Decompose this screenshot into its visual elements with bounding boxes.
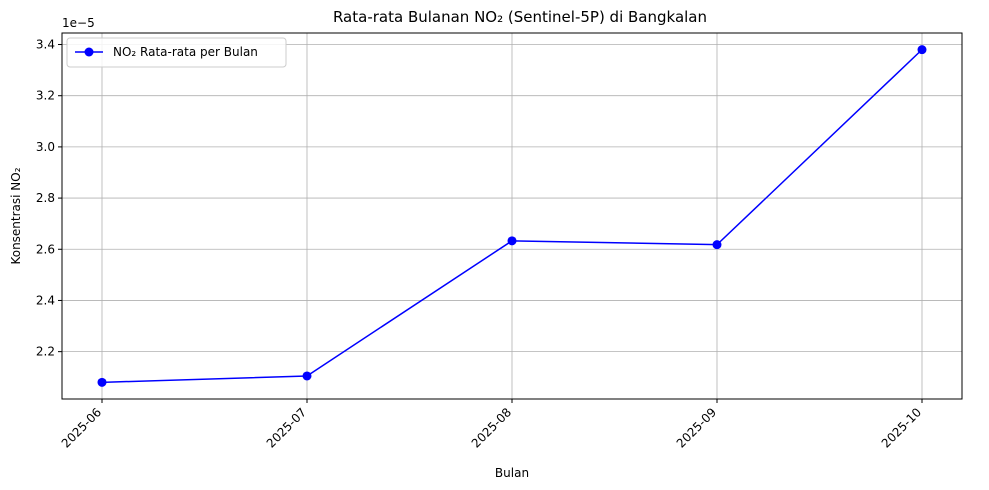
y-tick-label: 2.6 xyxy=(36,242,55,256)
data-point xyxy=(917,45,927,55)
y-tick-label: 2.4 xyxy=(36,293,55,307)
data-point xyxy=(712,240,722,250)
data-point xyxy=(302,371,312,381)
legend-marker xyxy=(84,47,94,57)
x-tick-label: 2025-06 xyxy=(59,405,104,450)
x-axis-label: Bulan xyxy=(495,466,529,480)
y-tick-label: 2.8 xyxy=(36,191,55,205)
x-axis-ticks: 2025-06 2025-07 2025-08 2025-09 2025-10 xyxy=(59,399,924,451)
legend-box xyxy=(66,37,287,68)
legend: NO₂ Rata-rata per Bulan xyxy=(66,37,287,68)
y-offset-text: 1e−5 xyxy=(62,16,95,30)
legend-label: NO₂ Rata-rata per Bulan xyxy=(113,45,258,59)
series-layer xyxy=(97,45,927,387)
x-tick-label: 2025-07 xyxy=(264,405,309,450)
plot-frame xyxy=(61,32,963,400)
x-tick-label: 2025-08 xyxy=(469,405,514,450)
y-tick-label: 3.2 xyxy=(36,89,55,103)
y-tick-label: 2.2 xyxy=(36,345,55,359)
grid xyxy=(62,33,962,399)
y-axis-ticks: 2.2 2.4 2.6 2.8 3.0 3.2 3.4 xyxy=(36,38,62,359)
y-tick-label: 3.4 xyxy=(36,38,55,52)
y-axis-label: Konsentrasi NO₂ xyxy=(9,167,23,264)
x-tick-label: 2025-10 xyxy=(879,405,924,450)
chart-title: Rata-rata Bulanan NO₂ (Sentinel-5P) di B… xyxy=(333,8,707,26)
data-point xyxy=(97,377,107,387)
data-point xyxy=(507,236,517,246)
x-tick-label: 2025-09 xyxy=(674,405,719,450)
y-tick-label: 3.0 xyxy=(36,140,55,154)
